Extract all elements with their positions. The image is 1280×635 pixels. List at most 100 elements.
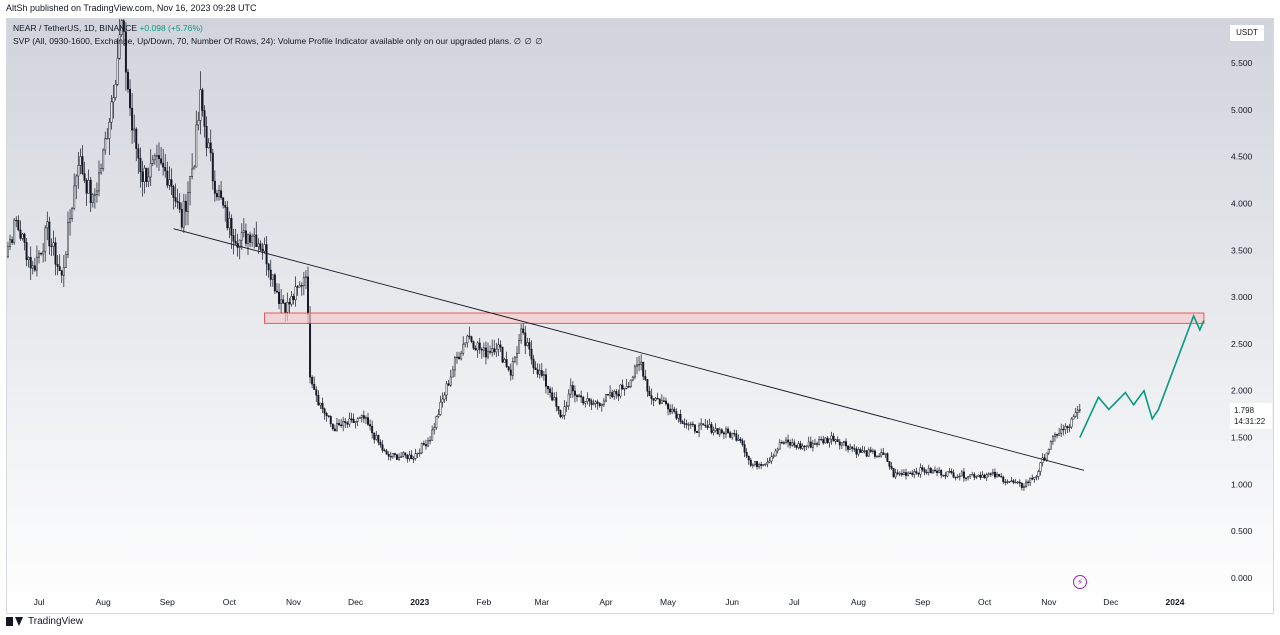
time-axis[interactable]: Jul Aug Sep Oct Nov Dec 2023 Feb Mar Apr May Jun Jul… — [34, 597, 1185, 607]
candle — [81, 145, 84, 176]
candle — [667, 402, 670, 416]
candle — [222, 197, 225, 209]
x-tick-label: Dec — [348, 597, 364, 607]
candle — [743, 440, 746, 458]
candle — [1022, 483, 1025, 491]
candle — [503, 357, 506, 363]
candle — [973, 472, 976, 481]
candle — [1027, 479, 1030, 487]
candle — [429, 435, 432, 445]
candle — [139, 147, 142, 188]
candle — [458, 351, 461, 360]
trendline[interactable] — [173, 228, 1085, 471]
candle — [389, 451, 392, 461]
candle — [412, 456, 415, 463]
candle — [226, 200, 229, 231]
candle — [133, 114, 136, 143]
candle — [917, 472, 920, 478]
candle — [826, 436, 829, 444]
candle — [93, 188, 96, 209]
candle — [954, 476, 957, 481]
candle — [360, 414, 363, 423]
candle — [898, 471, 901, 477]
candle — [578, 393, 581, 398]
candle — [590, 398, 593, 410]
candle — [571, 381, 574, 398]
candle — [741, 438, 744, 447]
candle — [298, 281, 301, 288]
candle — [449, 369, 452, 387]
candle — [923, 467, 926, 476]
price-chart[interactable]: 0.000 0.500 1.000 1.500 2.000 2.500 3.000 3.500… — [7, 19, 1273, 613]
candle — [19, 220, 22, 241]
candle — [398, 453, 401, 461]
candle — [911, 470, 914, 477]
candle — [698, 422, 701, 438]
candle — [362, 410, 365, 423]
candle — [211, 148, 214, 190]
price-axis[interactable]: 0.000 0.500 1.000 1.500 2.000 2.500 3.000 3.500… — [1231, 58, 1253, 583]
candle — [950, 468, 953, 475]
candle — [1058, 427, 1061, 436]
y-tick-label: 4.000 — [1231, 198, 1253, 208]
candle — [406, 453, 409, 463]
x-tick-label: Sep — [915, 597, 930, 607]
legend-indicator-icons[interactable]: ∅ ∅ ∅ — [513, 36, 544, 46]
currency-button[interactable]: USDT — [1229, 24, 1265, 42]
candle — [145, 167, 148, 188]
candle — [184, 194, 187, 226]
tradingview-logo-icon[interactable] — [6, 616, 24, 627]
candle — [565, 401, 568, 412]
candle — [824, 437, 827, 444]
candle — [869, 446, 872, 453]
candle — [1054, 432, 1056, 442]
candle — [933, 466, 936, 473]
candle — [433, 422, 436, 435]
candle — [547, 385, 550, 395]
candle — [100, 163, 103, 175]
candle — [607, 393, 610, 396]
candle — [770, 452, 773, 465]
candle — [261, 243, 264, 260]
candle — [884, 453, 887, 459]
projection-path[interactable] — [1079, 313, 1205, 438]
x-tick-label: Dec — [1103, 597, 1119, 607]
candle — [108, 118, 111, 155]
chart-panel[interactable]: 0.000 0.500 1.000 1.500 2.000 2.500 3.000 3.500… — [6, 18, 1274, 614]
candle — [151, 154, 154, 167]
candle — [567, 389, 570, 410]
candle — [586, 392, 589, 405]
lightning-bolt-icon[interactable]: ⚡ — [1073, 575, 1087, 589]
candle — [153, 153, 156, 165]
candle — [737, 434, 740, 442]
candle — [706, 420, 709, 430]
candle — [983, 473, 986, 479]
candle — [596, 399, 599, 410]
x-tick-label: 2023 — [410, 597, 429, 607]
candle — [513, 355, 516, 364]
resistance-zone[interactable] — [264, 312, 1205, 324]
candle — [729, 430, 732, 439]
candle — [304, 269, 307, 290]
candle — [919, 463, 922, 478]
y-tick-label: 2.500 — [1231, 339, 1253, 349]
legend-symbol[interactable]: NEAR / TetherUS, 1D, BINANCE — [13, 23, 138, 33]
candle — [474, 345, 477, 351]
candle — [11, 236, 14, 245]
candle — [1000, 472, 1003, 478]
x-tick-label: Aug — [851, 597, 866, 607]
footer-brand[interactable]: TradingView — [28, 616, 84, 627]
candle — [95, 182, 98, 203]
candle — [23, 232, 26, 251]
candle — [62, 255, 65, 288]
candle — [269, 259, 272, 287]
candle — [799, 440, 802, 450]
candle — [969, 474, 972, 479]
candle — [871, 448, 874, 455]
candle — [805, 445, 808, 450]
candle — [158, 142, 160, 172]
candle — [936, 468, 939, 477]
candle — [60, 269, 63, 283]
legend-indicator[interactable]: SVP (All, 0930-1600, Exchange, Up/Down, … — [13, 36, 512, 46]
candle — [542, 370, 545, 381]
